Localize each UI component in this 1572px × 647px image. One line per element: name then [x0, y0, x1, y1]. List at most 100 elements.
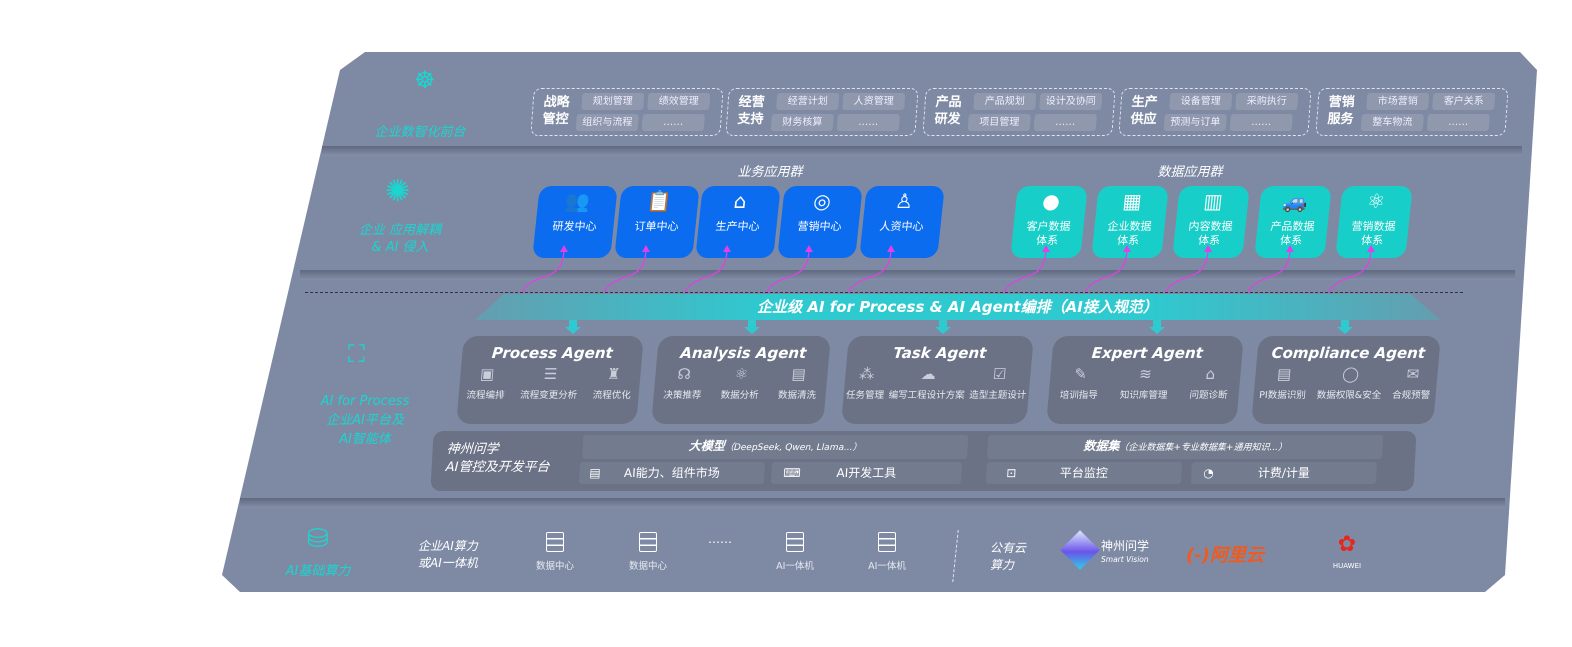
agent-capability[interactable]: ✎ 培训指导 [1059, 365, 1099, 401]
agent-capability[interactable]: ▤ 数据清洗 [777, 365, 817, 401]
layer-divider [300, 270, 1515, 280]
capability-icon: ♜ [606, 365, 622, 383]
capability-icon: ▤ [1276, 365, 1293, 383]
agent-capability[interactable]: ☰ 流程变更分析 [519, 365, 578, 401]
capability-icon: ◯ [1341, 365, 1360, 383]
agent-capability[interactable]: ⌂ 问题诊断 [1189, 365, 1229, 401]
arrow-head [642, 245, 650, 252]
server-icon [546, 532, 564, 552]
server-icon [639, 532, 657, 552]
agent-capability[interactable]: ◯ 数据权限&安全 [1316, 365, 1382, 401]
tool-component-market[interactable]: ▤ AI能力、组件市场 [578, 462, 765, 484]
market-icon: ▤ [589, 466, 602, 480]
capability-icon: ⚛ [734, 365, 750, 383]
aliyun-logo-icon: (-) [1186, 545, 1210, 566]
capability-icon: ✉ [1405, 365, 1421, 383]
down-arrow [1149, 320, 1165, 334]
down-arrow [935, 320, 951, 334]
connector-arrow [1165, 247, 1209, 293]
arrow-head [887, 245, 895, 252]
vendor-smartvision: 神州问学 Smart Vision [1101, 539, 1150, 565]
agent-title: Task Agent [892, 344, 988, 362]
connector-arrow [1247, 247, 1291, 293]
layer-label-apps: 企业 应用解耦 & AI 侵入 [358, 223, 442, 255]
agent-capability[interactable]: ⚛ 数据分析 [720, 365, 760, 401]
agent-card[interactable]: Analysis Agent ☊ 决策推荐 ⚛ 数据分析 ▤ 数据清洗 [651, 336, 831, 424]
arrow-head [1042, 245, 1050, 252]
database-icon: ⛁ [307, 524, 329, 554]
agent-capability[interactable]: ☁ 编写工程设计方案 [888, 365, 966, 401]
molecule-icon: ✺ [385, 174, 411, 209]
monitor-icon: ⊡ [1006, 466, 1017, 480]
orchestration-banner: 企业级 AI for Process & AI Agent编排（AI接入规范） [475, 294, 1440, 320]
agent-capability[interactable]: ⁂ 任务管理 [845, 365, 885, 401]
arrow-head [805, 245, 813, 252]
business-apps-title: 业务应用群 [737, 165, 803, 180]
arrow-head [1123, 245, 1131, 252]
arrow-head [723, 245, 731, 252]
agent-capability[interactable]: ▣ 流程编排 [465, 365, 505, 401]
connector-arrow [1328, 247, 1372, 293]
agent-capability[interactable]: ▤ PI数据识别 [1258, 365, 1307, 401]
layer-divider [322, 146, 1522, 156]
agent-title: Process Agent [491, 344, 614, 362]
agent-card[interactable]: Expert Agent ✎ 培训指导 ≋ 知识库管理 ⌂ 问题诊断 [1046, 336, 1244, 424]
server-item: 数据中心 [530, 532, 580, 572]
agent-capability[interactable]: ≋ 知识库管理 [1119, 365, 1168, 401]
code-icon: ⌨ [783, 466, 802, 480]
capability-icon: ⌂ [1204, 365, 1216, 383]
agent-capability[interactable]: ☑ 造型主题设计 [968, 365, 1027, 401]
private-compute-label: 企业AI算力 或AI一体机 [418, 539, 478, 570]
vendor-huawei: HUAWEI [1332, 562, 1362, 570]
arrow-head [560, 245, 568, 252]
layer-label-ai: AI for Process 企业AI平台及 AI智能体 [320, 394, 410, 447]
huawei-logo-icon: ✿ [1337, 532, 1357, 557]
tool-billing[interactable]: ◔ 计费/计量 [1190, 462, 1377, 484]
tool-dev-tools[interactable]: ⌨ AI开发工具 [770, 462, 962, 484]
server-item: AI一体机 [770, 532, 820, 572]
layer-divider [240, 498, 1505, 508]
llm-label: 大模型（DeepSeek, Qwen, Llama...） [582, 435, 969, 459]
server-icon [878, 532, 896, 552]
agent-capability[interactable]: ✉ 合规预警 [1391, 365, 1431, 401]
connector-arrow [684, 247, 728, 293]
connector-arrow [848, 247, 892, 293]
down-arrow [744, 320, 760, 334]
capability-icon: ▤ [790, 365, 807, 383]
agent-capability[interactable]: ♜ 流程优化 [592, 365, 632, 401]
agent-card[interactable]: Compliance Agent ▤ PI数据识别 ◯ 数据权限&安全 ✉ 合规预警 [1251, 336, 1441, 424]
capability-icon: ≋ [1138, 365, 1153, 383]
connector-arrow [521, 247, 565, 293]
capability-icon: ☊ [676, 365, 692, 383]
gauge-icon: ◔ [1203, 466, 1215, 480]
ai-platform-bar: 神州问学 AI管控及开发平台 大模型（DeepSeek, Qwen, Llama.… [430, 431, 1417, 491]
agent-card[interactable]: Process Agent ▣ 流程编排 ☰ 流程变更分析 ♜ 流程优化 [456, 336, 644, 424]
platform-name: 神州问学 AI管控及开发平台 [445, 442, 550, 475]
arrow-head [1204, 245, 1212, 252]
brain-icon: ☸ [414, 66, 436, 94]
connector-arrow [1084, 247, 1128, 293]
down-arrow [565, 320, 581, 334]
capability-icon: ☑ [992, 365, 1008, 383]
server-icon [786, 532, 804, 552]
ellipsis: …… [708, 532, 732, 546]
tool-monitor[interactable]: ⊡ 平台监控 [985, 462, 1182, 484]
vendor-aliyun: (-)阿里云 [1186, 545, 1264, 566]
connector-arrow [603, 247, 647, 293]
public-compute-label: 公有云 算力 [990, 541, 1027, 572]
dataset-label: 数据集（企业数据集+专业数据集+通用知识...） [987, 435, 1384, 459]
agent-title: Expert Agent [1091, 344, 1204, 362]
down-arrow [1337, 320, 1353, 334]
server-item: 数据中心 [623, 532, 673, 572]
arrow-head [1286, 245, 1294, 252]
server-item: AI一体机 [862, 532, 912, 572]
agent-capability[interactable]: ☊ 决策推荐 [662, 365, 702, 401]
agent-title: Compliance Agent [1270, 344, 1426, 362]
capability-icon: ▣ [479, 365, 496, 383]
capability-icon: ✎ [1073, 365, 1088, 383]
arrow-head [1367, 245, 1375, 252]
layer-label-front: 企业数智化前台 [374, 125, 466, 140]
agent-card[interactable]: Task Agent ⁂ 任务管理 ☁ 编写工程设计方案 ☑ 造型主题设计 [841, 336, 1034, 424]
connector-arrow [1003, 247, 1047, 293]
